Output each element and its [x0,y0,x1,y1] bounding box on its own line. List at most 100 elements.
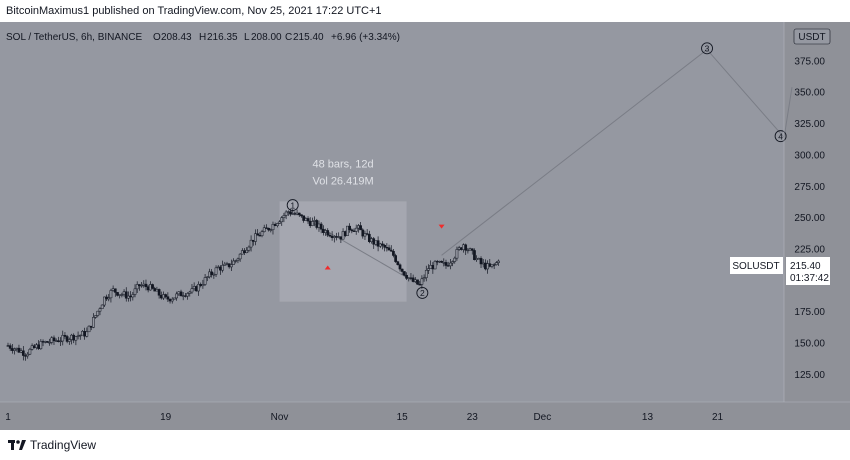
price-tick-label: 225.00 [794,244,825,255]
candle-body [65,336,69,342]
candle-body [262,227,266,232]
candle-body [26,353,30,357]
time-tick-label: Dec [533,412,551,423]
wave-circle-4 [774,130,787,143]
candle-body [330,235,334,238]
candle-body [291,213,295,215]
candle-body [129,295,132,298]
candle-body [118,294,122,296]
candle-body [100,304,104,309]
price-tick-label: 150.00 [794,339,825,350]
candle-body [490,264,494,267]
candle-body [451,261,454,264]
candle-body [304,218,308,221]
candle-body [144,283,148,287]
candle-body [194,286,198,292]
candle-body [488,263,492,267]
candle-body [168,298,172,302]
candle-body [477,258,481,260]
low-value: 208.00 [251,32,282,43]
candle-body [212,274,216,276]
candle-body [96,310,100,316]
time-tick-label: 19 [160,412,172,423]
candle-body [486,263,489,270]
candle-body [265,227,268,229]
candle-body [495,262,498,265]
candle-body [256,233,260,236]
candle-body [225,263,229,265]
high-label: H [199,32,206,43]
candle-body [197,284,200,292]
time-axis[interactable]: 1 19 Nov 15 23 Dec 13 21 [0,401,850,423]
candle-body [418,283,422,286]
candle-body [70,334,73,340]
candle-body [337,236,341,238]
candle-body [464,244,468,251]
candle-body [142,283,146,286]
price-tick-label: 350.00 [794,88,825,99]
candle-body [105,296,108,300]
time-tick-label: 23 [467,412,479,423]
candle-body [19,350,23,353]
candle-body [151,284,154,289]
candle-body [148,284,152,291]
time-tick-label: Nov [271,412,289,423]
candle-body [317,223,321,228]
price-tick-label: 250.00 [794,213,825,224]
candle-body [72,334,76,341]
price-tag-value: 215.40 [790,261,821,272]
candle-body [254,233,257,242]
price-tick-label: 300.00 [794,150,825,161]
candle-body [440,260,443,263]
candle-body [251,239,255,242]
candle-body [267,227,270,231]
candle-body [385,247,389,249]
candle-body [295,212,299,215]
candle-body [311,221,314,226]
brand[interactable]: TradingView [8,438,96,452]
candle-body [322,229,325,233]
candle-body [346,225,349,236]
candle-body [363,233,367,237]
candle-body [422,277,426,280]
candle-body [300,214,303,216]
candle-body [403,271,406,276]
candle-body [359,225,362,231]
candle-body [332,236,336,238]
candle-body [278,221,281,224]
candle-body [348,225,351,230]
candle-body [473,250,476,261]
candle-body [365,233,369,235]
candle-body [453,257,457,262]
symbol-legend: SOL / TetherUS, 6h, BINANCE O 208.43 H 2… [6,32,400,43]
candle-body [475,258,478,261]
candle-body [32,345,36,348]
candle-body [153,288,157,292]
candle-body [269,229,273,231]
candle-body [497,260,500,263]
measure-bars-label: 48 bars, 12d [312,158,373,170]
candle-body [280,217,284,223]
candle-body [324,230,327,233]
candle-body [52,337,56,341]
price-tick-label: 375.00 [794,56,825,67]
candle-body [188,291,192,294]
candle-body [181,295,185,297]
currency-badge[interactable]: USDT [793,28,831,45]
candle-body [76,335,80,337]
candle-body [282,215,286,218]
candle-body [131,294,135,298]
candle-body [341,231,345,240]
symbol-name: SOL / TetherUS, 6h, BINANCE [6,32,142,43]
candle-body [15,347,19,350]
candle-body [74,336,78,341]
candle-body [87,325,91,333]
candle-body [179,291,183,297]
candle-body [424,270,428,278]
candle-body [306,218,310,222]
price-tick-label: 125.00 [794,370,825,381]
candle-body [192,286,196,289]
wave-label-4: 4 [778,131,783,141]
